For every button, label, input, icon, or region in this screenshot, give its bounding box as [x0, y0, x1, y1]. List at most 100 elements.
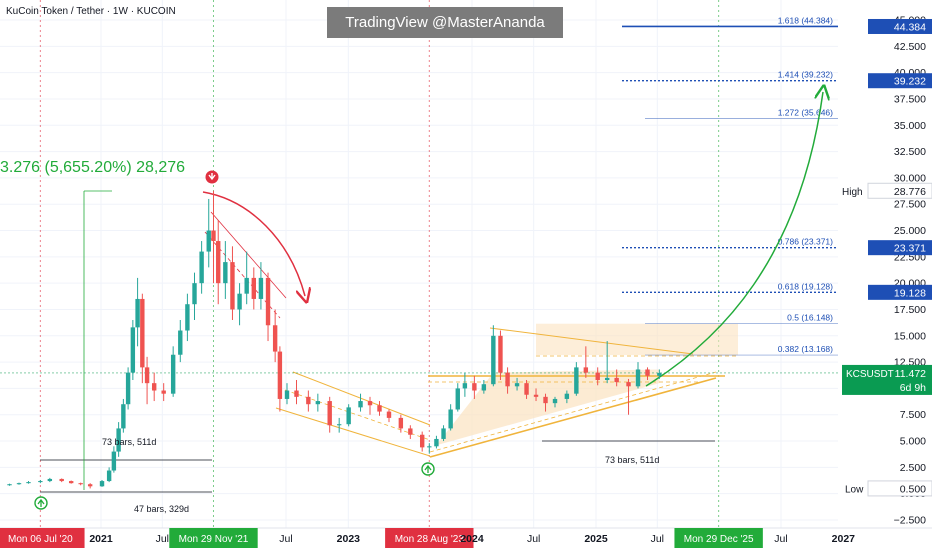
candle-body	[68, 481, 74, 484]
time-tick-label: 2021	[89, 533, 113, 545]
range-label-1: 73 bars, 511d	[102, 437, 156, 447]
candle-body	[251, 277, 257, 299]
fib-price-tag	[868, 18, 932, 34]
price-tick-label: 17.500	[894, 304, 926, 316]
candle-body	[455, 388, 460, 410]
candle-body	[657, 372, 662, 376]
price-tick-label: 32.500	[894, 146, 926, 158]
fib-price-tag-text: 23.371	[894, 243, 926, 255]
date-markers	[39, 0, 720, 528]
current-symbol-label: KCSUSDT	[846, 369, 894, 380]
date-highlight-tag	[385, 528, 474, 548]
candle-body	[595, 372, 600, 380]
fib-label: 0.618 (19.128)	[778, 281, 833, 291]
fibonacci-levels: 1.618 (44.384) 1.414 (39.232) 1.272 (35.64…	[622, 15, 838, 356]
candle-body	[140, 298, 145, 368]
price-tick-label: 37.500	[894, 93, 926, 105]
candle-body	[462, 383, 468, 389]
gain-label: 3.276 (5,655.20%) 28,276	[0, 159, 185, 176]
fib-price-tag-text: 44.384	[894, 21, 926, 33]
candle-body	[59, 478, 64, 482]
candle-body	[170, 354, 176, 394]
candle-body	[161, 390, 166, 394]
candle-body	[125, 372, 131, 405]
rising-support-dashed	[429, 371, 717, 453]
time-tick-label: Jul	[156, 533, 169, 545]
time-tick-label: Jul	[651, 533, 664, 545]
candle-body	[645, 369, 650, 376]
candle-body	[211, 230, 216, 242]
fib-price-tag-text: 39.232	[894, 76, 926, 88]
candle-body	[408, 428, 413, 435]
time-axis: Mon 06 Jul '20 2021 Jul Mon 29 Nov '21 Jul 20…	[0, 527, 932, 550]
price-tick-label: 25.000	[894, 225, 926, 237]
bullish-arrow	[645, 92, 823, 387]
price-tick-label: 42.500	[894, 41, 926, 53]
candle-body	[552, 398, 558, 404]
time-tick-label: Jul	[774, 533, 787, 545]
candle-body	[583, 367, 589, 373]
time-tick-label: 2023	[337, 533, 361, 545]
fib-label: 1.618 (44.384)	[778, 15, 833, 25]
candle-body	[327, 401, 332, 426]
fib-label: 0.382 (13.168)	[778, 344, 833, 354]
candle-body	[151, 383, 157, 391]
current-price-text: 11.472	[895, 368, 926, 380]
candle-body	[272, 325, 278, 352]
candle-body	[47, 478, 53, 482]
date-highlight-tag	[674, 528, 763, 548]
sell-signal-arrow	[208, 173, 216, 181]
time-tick-label: Jul	[527, 533, 540, 545]
time-tick-label: 2024	[460, 533, 484, 545]
candle-body	[564, 393, 570, 399]
candle-body	[614, 377, 619, 383]
candle-body	[277, 351, 283, 399]
candle-body	[574, 367, 579, 394]
price-tick-label: 15.000	[894, 330, 926, 342]
fib-price-tag	[868, 284, 932, 300]
price-tick-label: 7.500	[900, 409, 926, 421]
candle-body	[626, 382, 631, 387]
candle-body	[7, 484, 12, 486]
candle-body	[441, 428, 446, 439]
fib-label: 1.414 (39.232)	[778, 70, 833, 80]
fib-price-tag	[868, 240, 932, 256]
candle-body	[604, 377, 610, 380]
fib-price-tag-text: 19.128	[894, 287, 926, 299]
candle-body	[216, 241, 221, 284]
candle-body	[427, 446, 432, 448]
candle-body	[78, 483, 83, 485]
candle-body	[244, 277, 249, 294]
upper-resistance-zone	[536, 323, 738, 356]
time-tick-label: 2025	[584, 533, 608, 545]
candle-body	[419, 434, 425, 448]
descending-resistance	[489, 327, 694, 355]
candle-body	[199, 251, 204, 284]
candle-body	[87, 484, 93, 487]
candle-body	[99, 481, 105, 487]
range-label-3: 73 bars, 511d	[605, 455, 659, 465]
time-tick-label: 2027	[832, 533, 856, 545]
candle-body	[543, 396, 548, 404]
candle-body	[223, 262, 228, 284]
candle-body	[448, 409, 453, 429]
candle-body	[130, 327, 136, 373]
channel-top	[292, 371, 431, 426]
candle-body	[367, 401, 373, 406]
symbol-title: KuCoin Token / Tether · 1W · KUCOIN	[6, 6, 176, 17]
current-price-tag	[842, 364, 932, 395]
high-label: High	[842, 187, 863, 198]
candle-body	[16, 483, 22, 485]
rising-support	[429, 377, 717, 458]
candle-body	[116, 428, 121, 452]
candle-body	[491, 335, 496, 385]
candle-body	[315, 401, 321, 405]
candle-body	[237, 293, 242, 310]
candle-body	[206, 230, 211, 252]
candle-body	[230, 262, 235, 310]
high-price-tag	[867, 182, 932, 199]
candle-body	[284, 390, 290, 399]
consolidation-zones	[436, 323, 738, 446]
candle-body	[514, 383, 520, 387]
